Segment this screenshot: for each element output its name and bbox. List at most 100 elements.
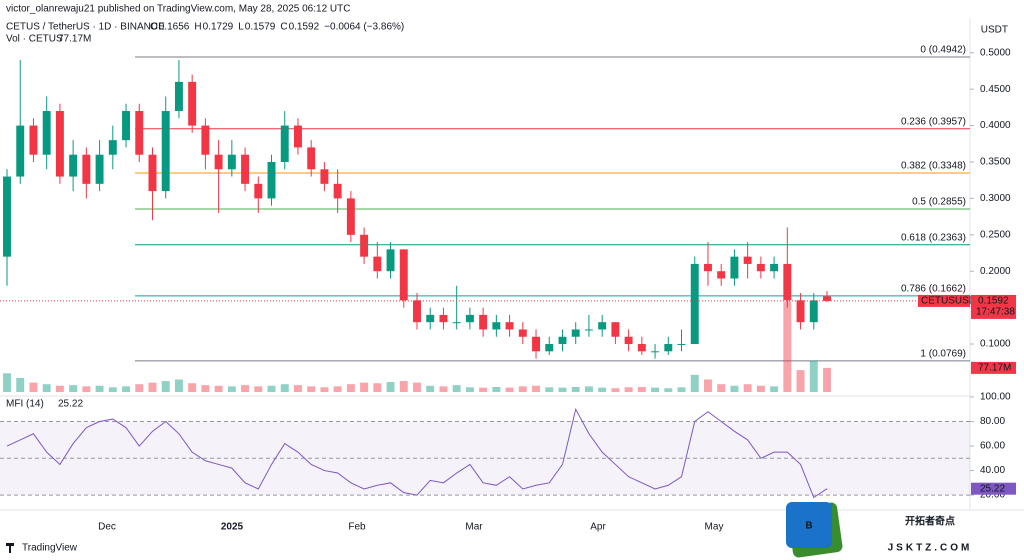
x-tick-label: Apr [590,522,606,533]
volume-value: 77.17M [58,34,91,45]
price-badge-right [971,294,1016,319]
candle-body [479,314,488,330]
candle-body [730,256,739,279]
candle-body [346,198,355,235]
volume-bar [148,382,157,392]
candle-body [135,111,144,155]
watermark-name: 开拓者奇点 [905,515,955,528]
volume-bar [558,387,567,392]
volume-bar [756,385,765,392]
candle-body [598,322,607,330]
volume-bar [29,382,38,392]
candle-body [320,169,329,184]
y-tick-label: 0.5000 [980,47,1011,58]
volume-bar [796,370,805,392]
symbol: CETUS / TetherUS · 1D · BINANCE [6,22,165,33]
volume-badge-value: 77.17M [978,363,1011,374]
volume-bar [16,377,25,392]
ohlc-l: 0.1579 [245,22,276,33]
watermark-url: JSKTZ.COM [888,543,973,554]
candle-body [373,256,382,272]
mfi-tick-label: 20.00 [980,490,1005,501]
ohlc-h_label: H [194,22,201,33]
volume-bar [307,386,316,392]
volume-bar [664,388,673,392]
volume-bar [135,384,144,392]
candle-body [611,322,620,337]
fib-label: 1 (0.0769) [920,348,966,359]
volume-bar [730,385,739,392]
candle-body [307,147,316,170]
volume-bar [624,387,633,392]
candle-body [122,111,130,141]
candle-body [571,329,580,337]
candle-body [69,154,78,177]
brand-logo [6,543,14,553]
candle-body [333,183,342,199]
candle-body [413,300,421,323]
watermark-letter: B [805,521,812,532]
fib-label: 0.786 (0.1662) [901,283,966,294]
candle-body [16,125,25,177]
ohlc-o: 0.1656 [159,22,190,33]
mfi-tick-label: 60.00 [980,441,1005,452]
volume-bar [122,386,130,392]
candle-body [796,300,805,323]
candle-body [294,125,302,148]
candle-body [148,154,157,192]
ohlc-c_label: C [280,22,287,33]
candle-body [360,234,369,257]
candle-body [267,161,276,199]
x-tick-label: May [705,522,724,533]
candle-body [743,256,752,264]
candle-body [770,263,779,272]
candle-body [651,351,660,353]
candle-body [664,344,673,352]
volume-bar [518,386,527,392]
volume-bar [373,383,382,392]
volume-bar [95,385,104,392]
volume-bar [704,379,712,392]
volume-bar [611,388,620,392]
candle-body [426,314,435,323]
y-tick-label: 0.2500 [980,229,1011,240]
volume-bar [3,373,11,392]
volume-bar [492,387,501,392]
candle-body [280,125,289,162]
candle-body [82,154,91,184]
candle-body [690,263,699,345]
volume-bar [360,382,369,392]
candle-body [756,263,765,272]
volume-bar [426,385,435,392]
candle-body [241,154,250,184]
volume-bar [280,384,289,392]
volume-bar [346,384,355,392]
volume-badge [971,361,1016,374]
volume-bar [465,387,474,392]
volume-bar [214,385,223,392]
candle-body [214,154,223,170]
mfi-badge [971,482,1016,495]
x-tick-label: Feb [348,522,366,533]
volume-bar [413,382,421,392]
volume-bar [201,385,210,392]
candle-body [386,249,395,272]
x-tick-label: Dec [98,522,116,533]
volume-bar [545,387,554,392]
volume-bar [439,386,448,392]
candle-body [584,329,593,331]
mfi-value: 25.22 [58,399,83,410]
price-badge-value: 0.1592 [978,296,1009,307]
volume-title: Vol · CETUS [6,34,63,45]
price-badge-symbol: CETUSUSDT [921,296,982,307]
candle-body [558,336,567,345]
x-tick-label: Mar [465,522,483,533]
fib-label: 0.382 (0.3348) [901,161,966,172]
y-tick-label: 0.2000 [980,266,1011,277]
candle-body [677,344,686,346]
volume-bar [333,386,342,392]
watermark-logo [786,502,832,548]
candle-body [505,322,514,330]
mfi-title: MFI (14) [6,399,44,410]
